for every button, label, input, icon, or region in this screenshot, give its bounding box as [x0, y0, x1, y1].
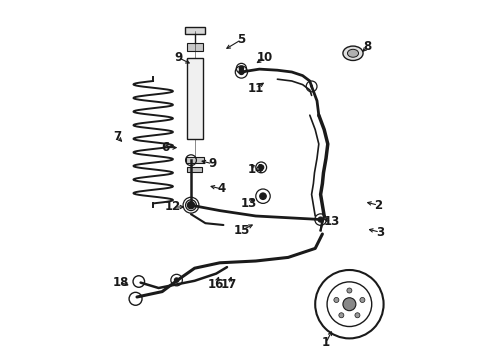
Circle shape — [334, 297, 339, 302]
Text: 1: 1 — [322, 336, 330, 349]
Text: 17: 17 — [220, 278, 237, 291]
Circle shape — [174, 278, 179, 282]
Text: 5: 5 — [237, 33, 245, 46]
Ellipse shape — [347, 49, 359, 57]
Circle shape — [343, 298, 356, 311]
Text: 13: 13 — [323, 215, 340, 228]
Text: 9: 9 — [174, 51, 182, 64]
Circle shape — [187, 202, 195, 209]
Text: 2: 2 — [374, 199, 382, 212]
Bar — [187, 43, 202, 51]
Text: 16: 16 — [208, 278, 224, 291]
Circle shape — [239, 69, 244, 75]
Text: 8: 8 — [363, 40, 371, 53]
Circle shape — [347, 288, 352, 293]
Bar — [185, 27, 204, 34]
Text: 9: 9 — [208, 157, 217, 170]
Polygon shape — [187, 58, 202, 139]
Text: 7: 7 — [113, 130, 121, 143]
Bar — [186, 157, 204, 163]
Circle shape — [360, 297, 365, 302]
Ellipse shape — [343, 46, 363, 60]
Text: 3: 3 — [376, 226, 384, 239]
Circle shape — [355, 313, 360, 318]
Text: 15: 15 — [233, 224, 249, 237]
Text: 13: 13 — [241, 197, 257, 210]
Text: 14: 14 — [247, 163, 264, 176]
Text: 10: 10 — [257, 51, 273, 64]
Text: 12: 12 — [165, 201, 181, 213]
Text: 4: 4 — [218, 183, 226, 195]
Circle shape — [318, 217, 323, 222]
Text: 18: 18 — [113, 276, 129, 289]
Text: 11: 11 — [247, 82, 264, 95]
Circle shape — [260, 193, 266, 199]
Circle shape — [259, 165, 264, 170]
Bar — [187, 167, 202, 172]
Text: 6: 6 — [162, 141, 170, 154]
Circle shape — [239, 66, 244, 71]
Circle shape — [339, 313, 344, 318]
